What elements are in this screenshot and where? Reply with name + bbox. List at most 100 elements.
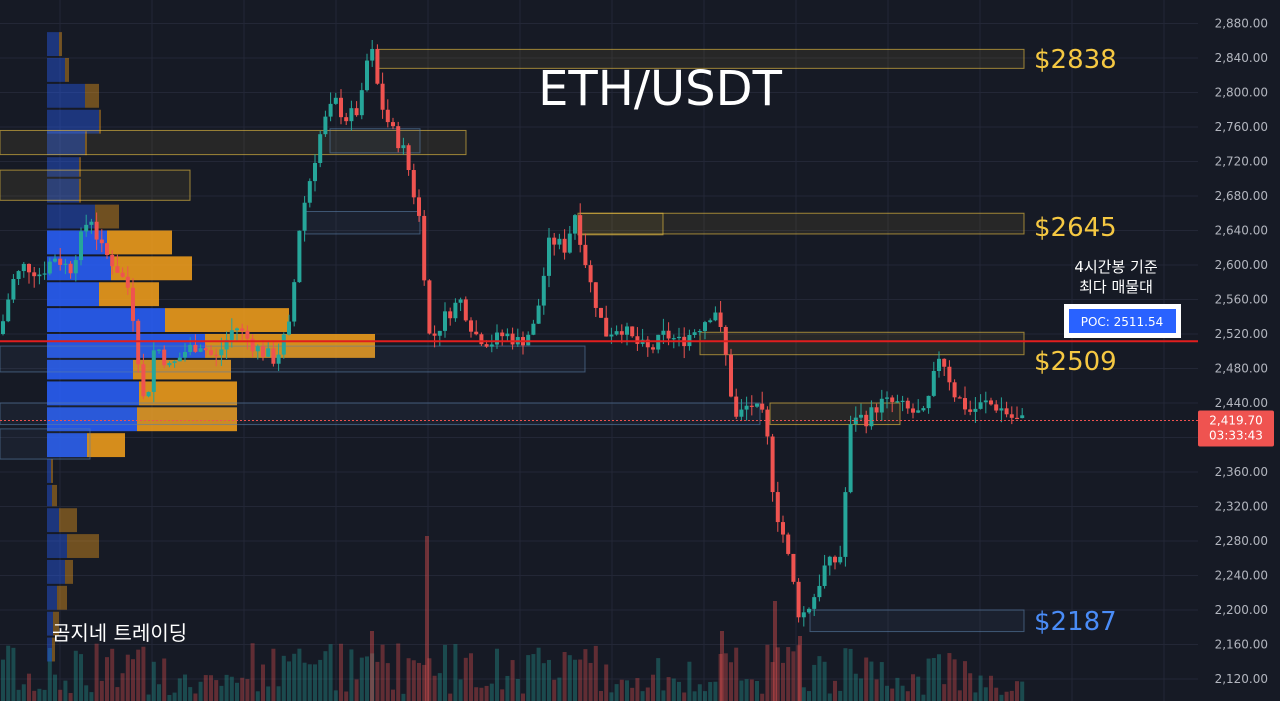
- candle-body[interactable]: [651, 347, 655, 350]
- candle-body[interactable]: [786, 534, 791, 554]
- candle-body[interactable]: [781, 522, 785, 535]
- candle-body[interactable]: [952, 382, 957, 398]
- candle-body[interactable]: [609, 334, 614, 337]
- candle-body[interactable]: [661, 330, 666, 335]
- candle-body[interactable]: [266, 348, 271, 357]
- candle-body[interactable]: [827, 556, 832, 566]
- candle-body[interactable]: [141, 364, 146, 397]
- candle-body[interactable]: [874, 407, 879, 413]
- candle-body[interactable]: [151, 350, 156, 392]
- candle-body[interactable]: [136, 320, 141, 365]
- candle-body[interactable]: [1, 321, 5, 334]
- candle-body[interactable]: [843, 492, 848, 557]
- candle-body[interactable]: [11, 279, 16, 300]
- candle-body[interactable]: [411, 170, 416, 198]
- candle-body[interactable]: [469, 320, 473, 332]
- candle-body[interactable]: [1015, 417, 1019, 420]
- candle-body[interactable]: [931, 370, 936, 396]
- candle-body[interactable]: [729, 354, 733, 397]
- candle-body[interactable]: [859, 414, 863, 418]
- candle-body[interactable]: [339, 97, 343, 118]
- candle-body[interactable]: [313, 162, 317, 182]
- candle-body[interactable]: [385, 109, 390, 123]
- candle-body[interactable]: [177, 357, 182, 362]
- candle-body[interactable]: [276, 354, 281, 364]
- candle-body[interactable]: [599, 307, 603, 318]
- candle-body[interactable]: [437, 330, 442, 336]
- candle-body[interactable]: [708, 320, 713, 323]
- candle-body[interactable]: [183, 352, 187, 358]
- candle-body[interactable]: [162, 349, 167, 366]
- candle-body[interactable]: [380, 83, 385, 110]
- candle-body[interactable]: [677, 336, 681, 339]
- candle-body[interactable]: [557, 238, 562, 245]
- candle-body[interactable]: [671, 338, 676, 340]
- candle-body[interactable]: [229, 330, 234, 340]
- candle-body[interactable]: [328, 103, 333, 117]
- candle-body[interactable]: [536, 305, 541, 324]
- candle-body[interactable]: [770, 436, 775, 493]
- candle-body[interactable]: [261, 346, 265, 357]
- candle-body[interactable]: [333, 97, 338, 104]
- candle-body[interactable]: [526, 334, 531, 346]
- candle-body[interactable]: [479, 334, 484, 345]
- candle-body[interactable]: [500, 332, 505, 337]
- candle-body[interactable]: [848, 424, 853, 493]
- candle-body[interactable]: [505, 333, 510, 337]
- candle-body[interactable]: [458, 299, 463, 303]
- candle-body[interactable]: [115, 266, 120, 273]
- candle-body[interactable]: [879, 398, 884, 413]
- candle-body[interactable]: [42, 273, 47, 275]
- candle-body[interactable]: [593, 282, 598, 308]
- candle-body[interactable]: [401, 145, 406, 149]
- candle-body[interactable]: [131, 287, 135, 321]
- candle-body[interactable]: [105, 243, 109, 255]
- candle-body[interactable]: [63, 263, 68, 265]
- candle-body[interactable]: [1009, 414, 1014, 418]
- candle-body[interactable]: [463, 299, 468, 321]
- candle-body[interactable]: [666, 330, 671, 339]
- candle-body[interactable]: [250, 338, 255, 352]
- candle-body[interactable]: [391, 122, 395, 127]
- candle-body[interactable]: [635, 336, 640, 344]
- candle-body[interactable]: [822, 565, 827, 586]
- candle-body[interactable]: [983, 400, 988, 403]
- candle-body[interactable]: [302, 202, 307, 231]
- candle-body[interactable]: [47, 261, 52, 274]
- candle-body[interactable]: [645, 339, 650, 348]
- candlesticks[interactable]: [1, 39, 1025, 627]
- candle-body[interactable]: [292, 282, 297, 322]
- candle-body[interactable]: [885, 397, 889, 399]
- candle-body[interactable]: [562, 238, 567, 253]
- candle-body[interactable]: [853, 417, 858, 425]
- candle-body[interactable]: [365, 60, 369, 91]
- candle-body[interactable]: [916, 410, 921, 413]
- candle-body[interactable]: [796, 581, 801, 618]
- candle-body[interactable]: [697, 331, 702, 333]
- candle-body[interactable]: [224, 339, 229, 350]
- candle-body[interactable]: [765, 409, 770, 437]
- candle-body[interactable]: [297, 230, 302, 283]
- candle-body[interactable]: [489, 344, 494, 347]
- candle-body[interactable]: [604, 317, 609, 337]
- candle-body[interactable]: [619, 331, 624, 335]
- candle-body[interactable]: [417, 197, 421, 216]
- candle-body[interactable]: [323, 116, 328, 135]
- candle-body[interactable]: [27, 263, 31, 273]
- candle-body[interactable]: [68, 263, 73, 274]
- candle-body[interactable]: [21, 263, 26, 272]
- candle-body[interactable]: [219, 349, 224, 356]
- candle-body[interactable]: [235, 328, 239, 331]
- candle-body[interactable]: [495, 332, 499, 345]
- candle-body[interactable]: [73, 260, 78, 274]
- candle-body[interactable]: [120, 272, 125, 277]
- candle-body[interactable]: [807, 608, 811, 613]
- poc-badge[interactable]: POC: 2511.54: [1064, 304, 1181, 338]
- candle-body[interactable]: [193, 344, 198, 352]
- candle-body[interactable]: [245, 330, 250, 339]
- candle-body[interactable]: [999, 408, 1004, 411]
- candle-body[interactable]: [240, 328, 245, 331]
- candle-body[interactable]: [718, 312, 723, 327]
- candle-body[interactable]: [1004, 408, 1009, 415]
- candle-body[interactable]: [630, 326, 635, 337]
